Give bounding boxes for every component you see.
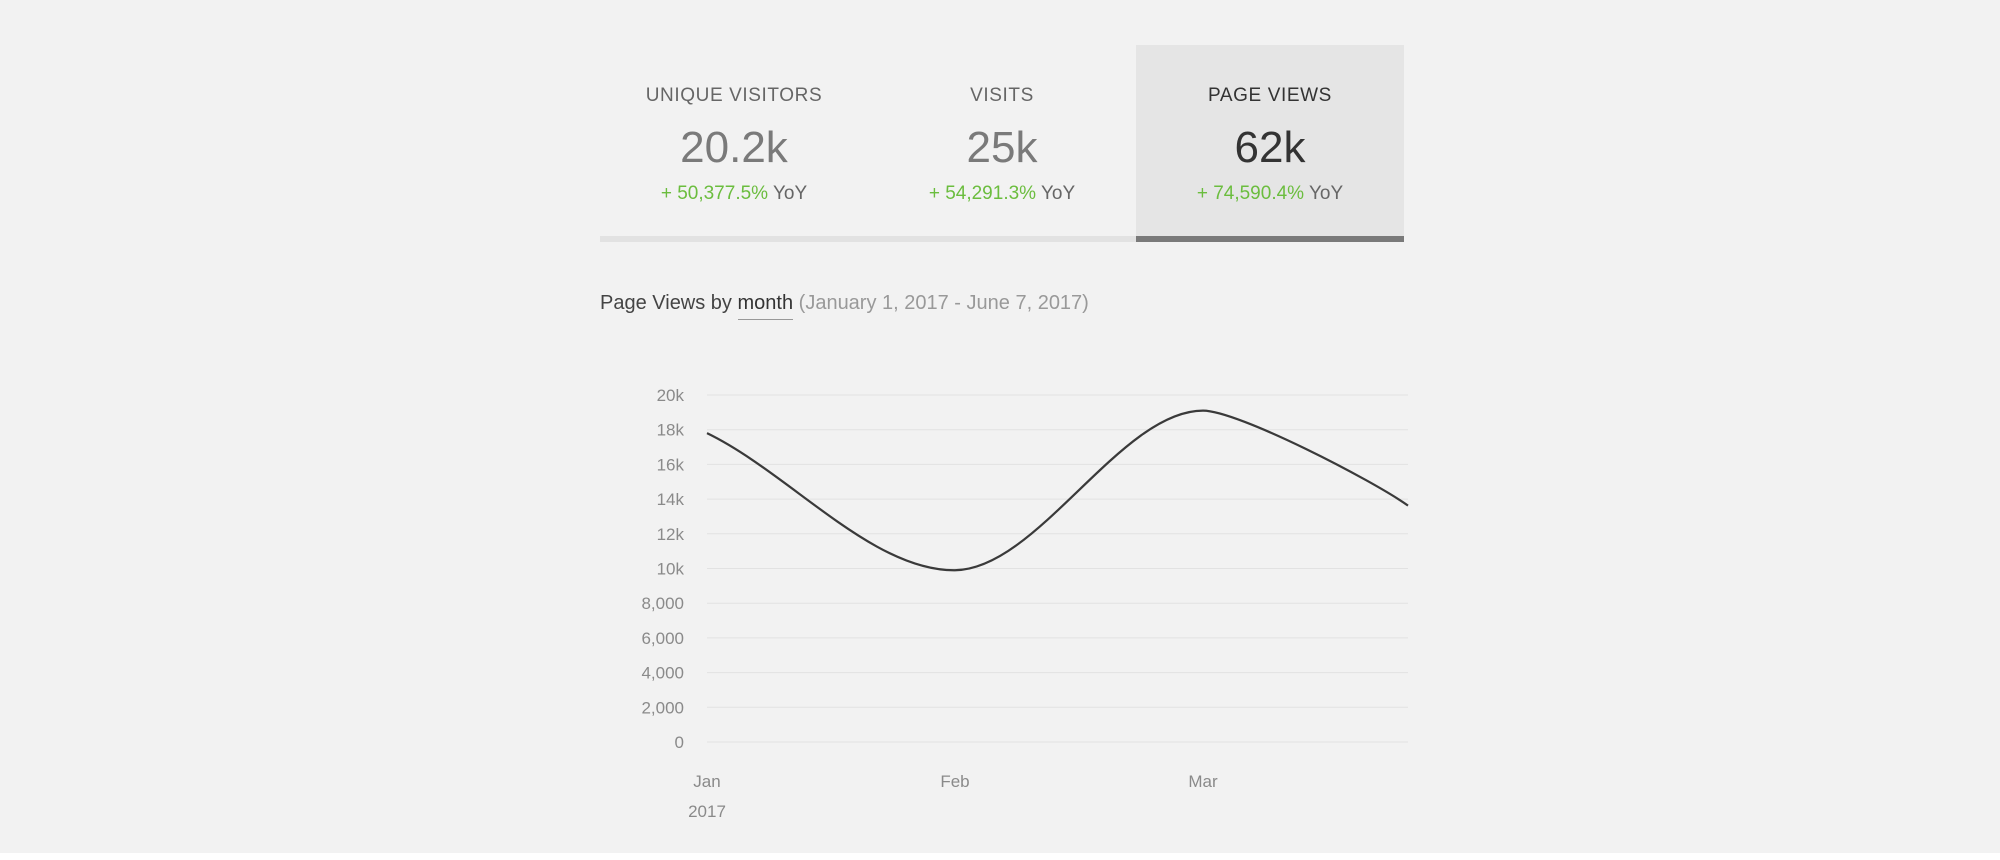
y-tick-label: 0: [675, 733, 684, 752]
stat-value: 20.2k: [680, 123, 788, 172]
period-selector[interactable]: month: [737, 292, 794, 320]
y-tick-label: 20k: [657, 386, 685, 405]
stat-change: + 50,377.5% YoY: [600, 183, 868, 205]
stat-change-percent: + 50,377.5%: [660, 183, 769, 204]
tab-unique-visitors[interactable]: UNIQUE VISITORS 20.2k + 50,377.5% YoY: [600, 45, 868, 242]
tab-visits[interactable]: VISITS 25k + 54,291.3% YoY: [868, 45, 1136, 242]
stat-change-suffix: YoY: [773, 183, 808, 204]
y-tick-label: 6,000: [641, 629, 684, 648]
y-tick-label: 10k: [657, 560, 685, 579]
stat-label: UNIQUE VISITORS: [645, 85, 823, 106]
stat-label: VISITS: [970, 85, 1034, 106]
y-tick-label: 14k: [657, 490, 685, 509]
x-tick-label: Feb: [940, 772, 969, 791]
y-tick-label: 4,000: [641, 664, 684, 683]
y-tick-label: 2,000: [641, 698, 684, 717]
x-tick-sublabel: 2017: [688, 802, 726, 821]
tab-page-views[interactable]: PAGE VIEWS 62k + 74,590.4% YoY: [1136, 45, 1404, 242]
series-line: [706, 409, 1409, 572]
stat-change-suffix: YoY: [1041, 183, 1076, 204]
stat-change-percent: + 54,291.3%: [928, 183, 1037, 204]
y-tick-label: 12k: [657, 525, 685, 544]
stat-change-percent: + 74,590.4%: [1196, 183, 1305, 204]
y-tick-label: 18k: [657, 421, 685, 440]
stat-change: + 54,291.3% YoY: [868, 183, 1136, 205]
y-tick-label: 16k: [657, 455, 685, 474]
stat-label: PAGE VIEWS: [1208, 85, 1332, 106]
x-tick-label: Jan: [693, 772, 720, 791]
page-views-chart: 0 2,000 4,000 6,000 8,000 10k 12k 14k 16k 18k 20k J…: [641, 386, 1409, 821]
stat-change: + 74,590.4% YoY: [1136, 183, 1404, 205]
stat-change-suffix: YoY: [1309, 183, 1344, 204]
stat-value: 62k: [1234, 123, 1306, 172]
date-range: (January 1, 2017 - June 7, 2017): [798, 292, 1089, 314]
stat-value: 25k: [966, 123, 1038, 172]
y-tick-label: 8,000: [641, 594, 684, 613]
stats-tabs: UNIQUE VISITORS 20.2k + 50,377.5% YoY VI…: [600, 45, 1404, 242]
chart-heading: Page Views by month (January 1, 2017 - J…: [600, 292, 1089, 320]
x-tick-label: Mar: [1188, 772, 1218, 791]
chart-heading-prefix: Page Views by: [600, 292, 732, 314]
